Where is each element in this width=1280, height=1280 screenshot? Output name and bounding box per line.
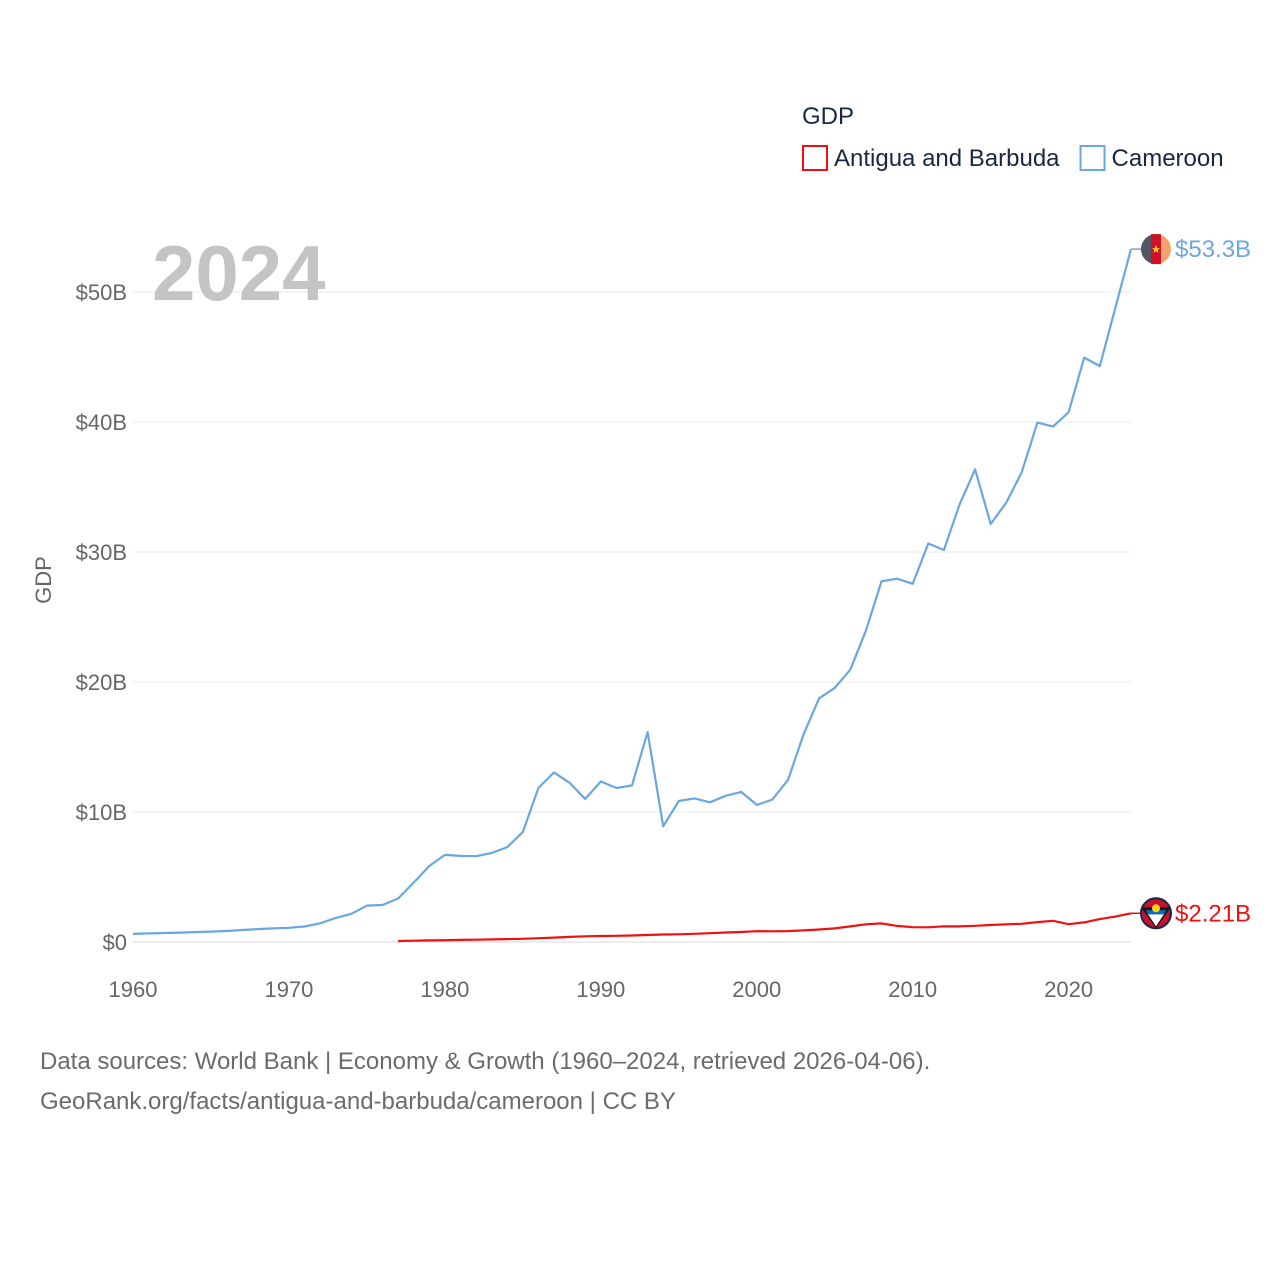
x-tick-label: 2010 <box>888 977 937 1002</box>
legend-label[interactable]: Antigua and Barbuda <box>834 145 1060 172</box>
legend-swatch[interactable] <box>802 145 828 171</box>
year-label: 2024 <box>152 229 326 317</box>
gridlines <box>133 291 1131 943</box>
legend-title: GDP <box>802 103 854 130</box>
x-tick-label: 2000 <box>732 977 781 1002</box>
legend: GDP Antigua and Barbuda Cameroon <box>802 103 1224 172</box>
y-axis-title: GDP <box>31 556 56 604</box>
y-tick-label: $30B <box>76 540 127 565</box>
x-tick-label: 1960 <box>109 977 158 1002</box>
x-axis-ticks: 1960 1970 1980 1990 2000 2010 2020 <box>109 977 1094 1002</box>
x-tick-label: 1990 <box>576 977 625 1002</box>
series-line-antigua-and-barbuda <box>398 912 1132 943</box>
footer: Data sources: World Bank | Economy & Gro… <box>40 1042 930 1122</box>
x-tick-label: 1970 <box>264 977 313 1002</box>
end-value-label: $2.21B <box>1175 900 1251 927</box>
series-lines <box>132 248 1133 943</box>
legend-swatch[interactable] <box>1079 145 1106 171</box>
cameroon-flag-icon <box>1141 234 1171 265</box>
footer-source-link[interactable]: GeoRank.org/facts/antigua-and-barbuda/ca… <box>40 1088 676 1115</box>
footer-data-sources: Data sources: World Bank | Economy & Gro… <box>40 1048 931 1075</box>
end-value-label: $53.3B <box>1175 236 1251 263</box>
legend-label[interactable]: Cameroon <box>1112 145 1224 172</box>
y-tick-label: $0 <box>103 930 127 955</box>
series-line-cameroon <box>132 248 1133 935</box>
y-tick-label: $50B <box>76 280 127 305</box>
antigua-and-barbuda-flag-icon <box>1140 897 1172 930</box>
y-tick-label: $20B <box>76 670 127 695</box>
y-tick-label: $40B <box>76 410 127 435</box>
x-tick-label: 2020 <box>1044 977 1093 1002</box>
y-tick-label: $10B <box>76 800 127 825</box>
x-tick-label: 1980 <box>420 977 469 1002</box>
y-axis-ticks: $0 $10B $20B $30B $40B $50B <box>76 280 127 955</box>
series-end-markers: $2.21B $53.3B <box>1131 234 1251 930</box>
